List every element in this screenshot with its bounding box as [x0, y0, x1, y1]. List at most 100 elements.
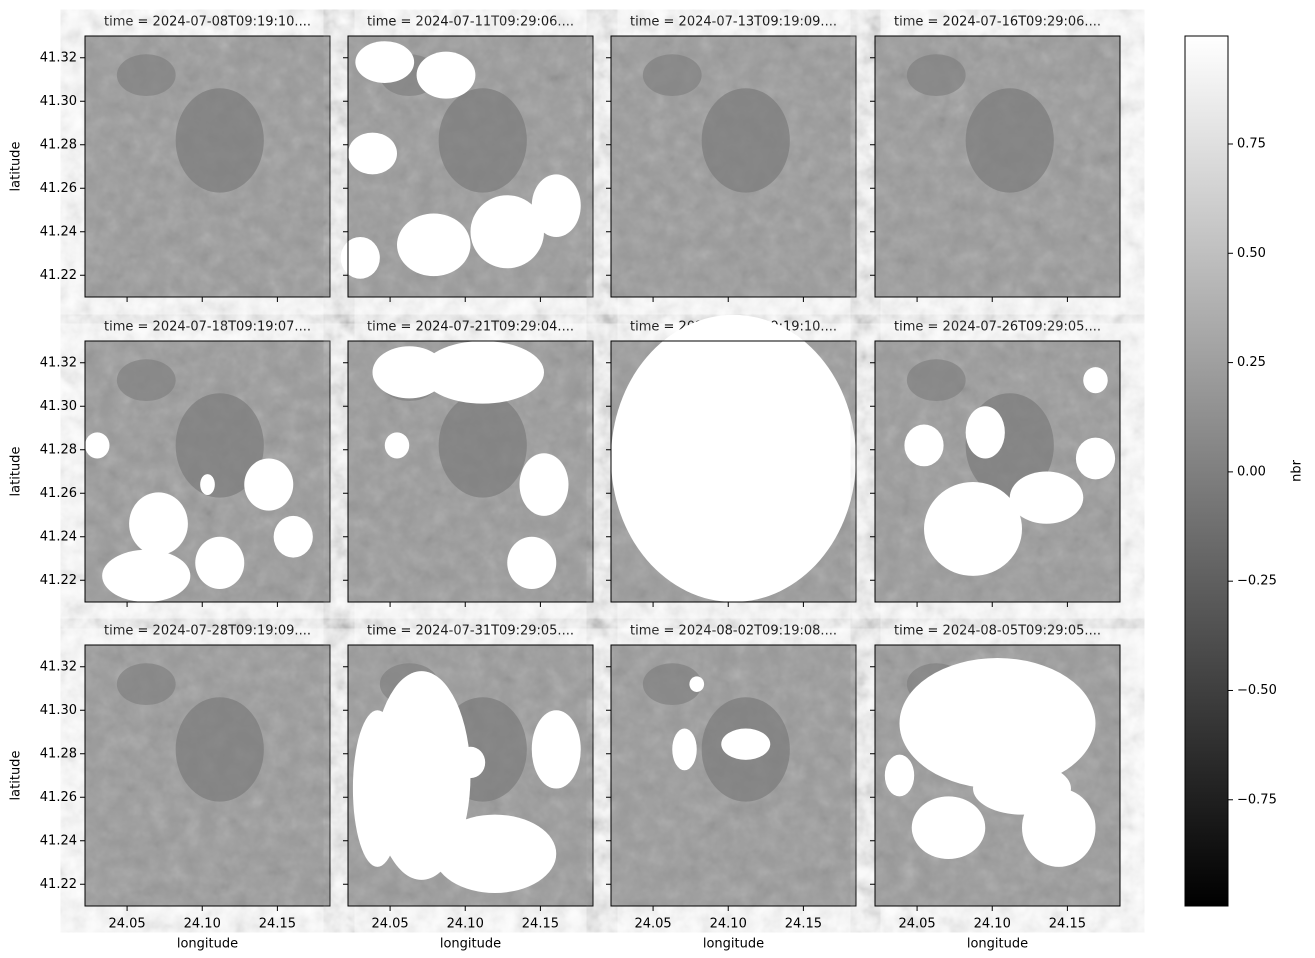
cloud: [721, 729, 770, 760]
cloud: [532, 174, 581, 237]
x-tick-label: 24.10: [447, 917, 484, 932]
chart: nbr time = 2024-07-08T09:19:10.... 41.22 4…: [0, 0, 1315, 954]
x-tick-label: 24.15: [522, 917, 559, 932]
panel-title: time = 2024-08-05T09:29:05....: [894, 624, 1101, 639]
cloud: [434, 815, 557, 893]
panel-title: time = 2024-07-31T09:29:05....: [367, 624, 574, 639]
raster-dark: [176, 697, 264, 801]
x-tick-label: 24.05: [634, 917, 671, 932]
raster-dark: [907, 54, 966, 96]
y-tick-label: 41.26: [40, 790, 77, 805]
cloud: [348, 133, 397, 175]
cloud: [611, 315, 856, 602]
cloud: [373, 346, 447, 398]
panel-title: time = 2024-07-16T09:29:06....: [894, 15, 1101, 30]
cloud: [1076, 438, 1115, 480]
cloud: [885, 755, 914, 797]
cloud: [904, 425, 943, 467]
cloud: [966, 406, 1005, 458]
colorbar: [1185, 36, 1228, 906]
x-axis-label: longitude: [967, 937, 1028, 952]
y-tick-label: 41.30: [40, 94, 77, 109]
cloud: [353, 710, 402, 867]
cloud: [924, 482, 1022, 576]
x-tick-label: 24.05: [108, 917, 145, 932]
cloud: [417, 52, 476, 99]
y-tick-label: 41.24: [40, 224, 77, 239]
cloud: [1083, 367, 1108, 393]
panel-title: time = 2024-07-13T09:19:09....: [630, 15, 837, 30]
raster-dark: [439, 393, 527, 497]
x-axis-label: longitude: [703, 937, 764, 952]
y-axis-label: latitude: [9, 751, 24, 801]
cloud: [689, 676, 704, 692]
colorbar-tick-label: 0.00: [1237, 464, 1266, 479]
panel-title: time = 2024-07-18T09:19:07....: [104, 320, 311, 335]
x-tick-label: 24.10: [710, 917, 747, 932]
y-axis-label: latitude: [9, 447, 24, 497]
raster-dark: [176, 88, 264, 192]
raster-dark: [117, 359, 176, 401]
y-axis-label: latitude: [9, 142, 24, 192]
colorbar-tick-label: 0.50: [1237, 246, 1266, 261]
cloud: [102, 550, 190, 602]
panel-title: time = 2024-08-02T09:19:08....: [630, 624, 837, 639]
x-tick-label: 24.05: [898, 917, 935, 932]
cloud: [1010, 472, 1084, 524]
y-tick-label: 41.28: [40, 746, 77, 761]
x-axis-label: longitude: [177, 937, 238, 952]
cloud: [85, 432, 110, 458]
panel-title: time = 2024-07-21T09:29:04....: [367, 320, 574, 335]
y-tick-label: 41.22: [40, 573, 77, 588]
colorbar-tick-label: 0.25: [1237, 355, 1266, 370]
panel-title: time = 2024-07-26T09:29:05....: [894, 320, 1101, 335]
x-tick-label: 24.15: [1049, 917, 1086, 932]
y-tick-label: 41.32: [40, 50, 77, 65]
cloud: [195, 537, 244, 589]
cloud: [520, 453, 569, 516]
cloud: [200, 474, 215, 495]
colorbar-tick-label: −0.50: [1237, 683, 1277, 698]
cloud: [532, 710, 581, 788]
raster-dark: [439, 88, 527, 192]
x-tick-label: 24.15: [259, 917, 296, 932]
y-tick-label: 41.24: [40, 529, 77, 544]
raster-dark: [702, 88, 790, 192]
x-tick-label: 24.10: [184, 917, 221, 932]
y-tick-label: 41.26: [40, 181, 77, 196]
x-tick-label: 24.10: [974, 917, 1011, 932]
cloud: [507, 537, 556, 589]
y-tick-label: 41.30: [40, 703, 77, 718]
y-tick-label: 41.30: [40, 399, 77, 414]
colorbar-tick-label: −0.75: [1237, 792, 1277, 807]
cloud: [274, 516, 313, 558]
cloud: [244, 458, 293, 510]
cloud: [341, 237, 380, 279]
y-tick-label: 41.28: [40, 442, 77, 457]
y-tick-label: 41.32: [40, 659, 77, 674]
cloud: [355, 41, 414, 83]
y-tick-label: 41.28: [40, 137, 77, 152]
raster-dark: [907, 359, 966, 401]
x-tick-label: 24.05: [371, 917, 408, 932]
raster-dark: [966, 88, 1054, 192]
panel-title: time = 2024-07-28T09:19:09....: [104, 624, 311, 639]
raster-dark: [117, 663, 176, 705]
panel-title: time = 2024-07-08T09:19:10....: [104, 15, 311, 30]
colorbar-label: nbr: [1290, 459, 1305, 481]
cloud: [129, 492, 188, 555]
panel-title: time = 2024-07-11T09:29:06....: [367, 15, 574, 30]
raster-dark: [643, 54, 702, 96]
x-axis-label: longitude: [440, 937, 501, 952]
cloud: [385, 432, 410, 458]
raster-dark: [117, 54, 176, 96]
y-tick-label: 41.24: [40, 833, 77, 848]
y-tick-label: 41.26: [40, 486, 77, 501]
x-tick-label: 24.15: [785, 917, 822, 932]
colorbar-tick-label: 0.75: [1237, 136, 1266, 151]
cloud: [672, 729, 697, 771]
colorbar-tick-label: −0.25: [1237, 574, 1277, 589]
y-tick-label: 41.22: [40, 877, 77, 892]
y-tick-label: 41.22: [40, 268, 77, 283]
cloud: [456, 747, 485, 778]
